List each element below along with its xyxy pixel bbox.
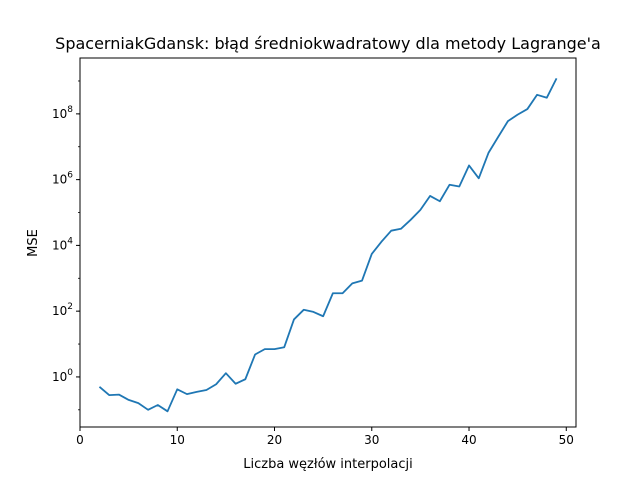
x-axis-label: Liczba węzłów interpolacji [243, 457, 413, 472]
x-tick-label: 50 [559, 433, 574, 447]
y-axis-label: MSE [26, 229, 41, 257]
plot-lines [98, 77, 558, 413]
y-tick-label: 102 [52, 302, 73, 318]
x-tick-label: 20 [267, 433, 282, 447]
x-tick-label: 0 [76, 433, 84, 447]
x-tick-label: 40 [461, 433, 476, 447]
y-tick-label: 100 [52, 368, 73, 384]
chart-title: SpacerniakGdansk: błąd średniokwadratowy… [55, 34, 601, 53]
y-tick-label: 108 [52, 105, 73, 121]
x-axis-ticks: 0 10 20 30 40 50 [76, 427, 574, 447]
x-tick-label: 30 [364, 433, 379, 447]
y-tick-label: 104 [52, 236, 73, 252]
series-line-0 [98, 77, 558, 413]
plot-frame [79, 57, 577, 428]
y-tick-label: 106 [52, 171, 73, 187]
y-axis-ticks: 100 102 104 106 108 [52, 80, 80, 411]
x-tick-label: 10 [170, 433, 185, 447]
